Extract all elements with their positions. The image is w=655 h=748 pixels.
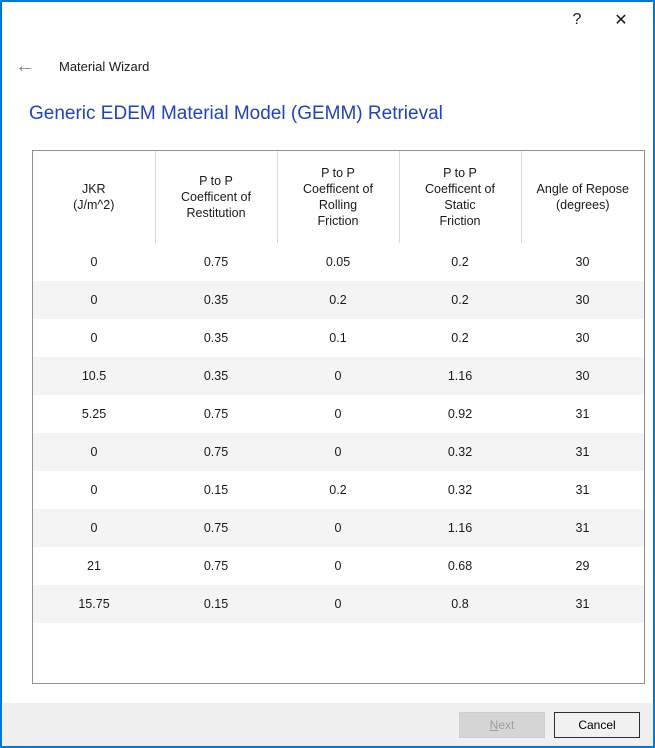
table-cell: 0.75	[203, 559, 229, 573]
table-cell: 0	[90, 293, 98, 307]
table-row[interactable]: 0 0.75 0 0.32 31	[33, 433, 644, 471]
table-row[interactable]: 0 0.35 0.2 0.2 30	[33, 281, 644, 319]
table-cell: 31	[575, 521, 590, 535]
table-cell: 10.5	[81, 369, 107, 383]
table-row[interactable]: 0 0.35 0.1 0.2 30	[33, 319, 644, 357]
table-header-row: JKR (J/m^2) P to P Coefficent of Restitut…	[33, 151, 644, 243]
column-header-5: Angle of Repose (degrees)	[536, 181, 629, 212]
table-cell: 0	[334, 597, 342, 611]
table-cell: 0.75	[203, 521, 229, 535]
table-cell: 0.05	[325, 255, 351, 269]
table-cell: 30	[575, 255, 590, 269]
table-cell: 0.1	[329, 331, 347, 345]
table-cell: 0.75	[203, 255, 229, 269]
nav-row: ← Material Wizard	[15, 56, 149, 76]
column-header-3: P to P Coefficent of Rolling Friction	[277, 151, 400, 243]
table-cell: 30	[575, 369, 590, 383]
table-cell: 0	[334, 521, 342, 535]
table-row[interactable]: 0 0.75 0 1.16 31	[33, 509, 644, 547]
table-cell: 0.15	[203, 483, 229, 497]
column-header-2: P to P Coefficent of Restitution	[155, 151, 278, 243]
table-row[interactable]: 0 0.75 0.05 0.2 30	[33, 243, 644, 281]
table-cell: 0.35	[203, 369, 229, 383]
table-cell: 31	[575, 597, 590, 611]
table-row[interactable]: 15.75 0.15 0 0.8 31	[33, 585, 644, 623]
table-cell: 0	[334, 369, 342, 383]
table-row[interactable]: 0 0.15 0.2 0.32 31	[33, 471, 644, 509]
table-cell: 1.16	[447, 521, 473, 535]
table-cell: 30	[575, 293, 590, 307]
table-cell: 5.25	[81, 407, 107, 421]
table-cell: 0	[334, 559, 342, 573]
table-cell: 0.2	[451, 255, 469, 269]
table-cell: 0.2	[451, 293, 469, 307]
table-cell: 0.35	[203, 293, 229, 307]
table-cell: 0	[90, 521, 98, 535]
table-cell: 0.8	[451, 597, 469, 611]
table-cell: 0.75	[203, 445, 229, 459]
table-cell: 29	[575, 559, 590, 573]
column-header-4: P to P Coefficent of Static Friction	[399, 151, 522, 243]
table-cell: 31	[575, 407, 590, 421]
gemm-results-table: JKR (J/m^2) P to P Coefficent of Restitut…	[32, 150, 645, 684]
table-row[interactable]: 5.25 0.75 0 0.92 31	[33, 395, 644, 433]
back-button[interactable]: ←	[15, 55, 35, 77]
column-header-1: JKR (J/m^2)	[33, 151, 156, 243]
table-cell: 0.35	[203, 331, 229, 345]
table-cell: 1.16	[447, 369, 473, 383]
table-cell: 21	[87, 559, 101, 573]
cancel-button[interactable]: Cancel	[554, 711, 640, 738]
table-cell: 0.15	[203, 597, 229, 611]
table-cell: 0	[334, 407, 342, 421]
table-cell: 0.2	[329, 483, 347, 497]
table-cell: 0.2	[329, 293, 347, 307]
wizard-title: Material Wizard	[59, 58, 150, 74]
table-row[interactable]: 10.5 0.35 0 1.16 30	[33, 357, 644, 395]
table-cell: 0.68	[447, 559, 473, 573]
table-cell: 0	[90, 483, 98, 497]
titlebar: ? ✕	[555, 2, 653, 38]
help-icon: ?	[572, 11, 582, 28]
table-cell: 0.2	[451, 331, 469, 345]
close-icon: ✕	[614, 12, 628, 29]
table-cell: 0	[334, 445, 342, 459]
table-row[interactable]: 21 0.75 0 0.68 29	[33, 547, 644, 585]
data-table: JKR (J/m^2) P to P Coefficent of Restitut…	[33, 151, 644, 623]
table-cell: 0	[90, 445, 98, 459]
table-cell: 31	[575, 445, 590, 459]
next-button-label: ext	[498, 717, 515, 732]
table-cell: 0.32	[447, 445, 473, 459]
table-cell: 30	[575, 331, 590, 345]
next-button-mnemonic: N	[489, 717, 499, 732]
table-cell: 0.32	[447, 483, 473, 497]
page-title: Generic EDEM Material Model (GEMM) Retri…	[29, 103, 443, 124]
table-cell: 0	[90, 255, 98, 269]
close-button[interactable]: ✕	[599, 3, 643, 37]
table-cell: 31	[575, 483, 590, 497]
table-cell: 0.75	[203, 407, 229, 421]
table-cell: 15.75	[78, 597, 110, 611]
table-cell: 0.92	[447, 407, 473, 421]
table-cell: 0	[90, 331, 98, 345]
help-button[interactable]: ?	[555, 3, 599, 37]
